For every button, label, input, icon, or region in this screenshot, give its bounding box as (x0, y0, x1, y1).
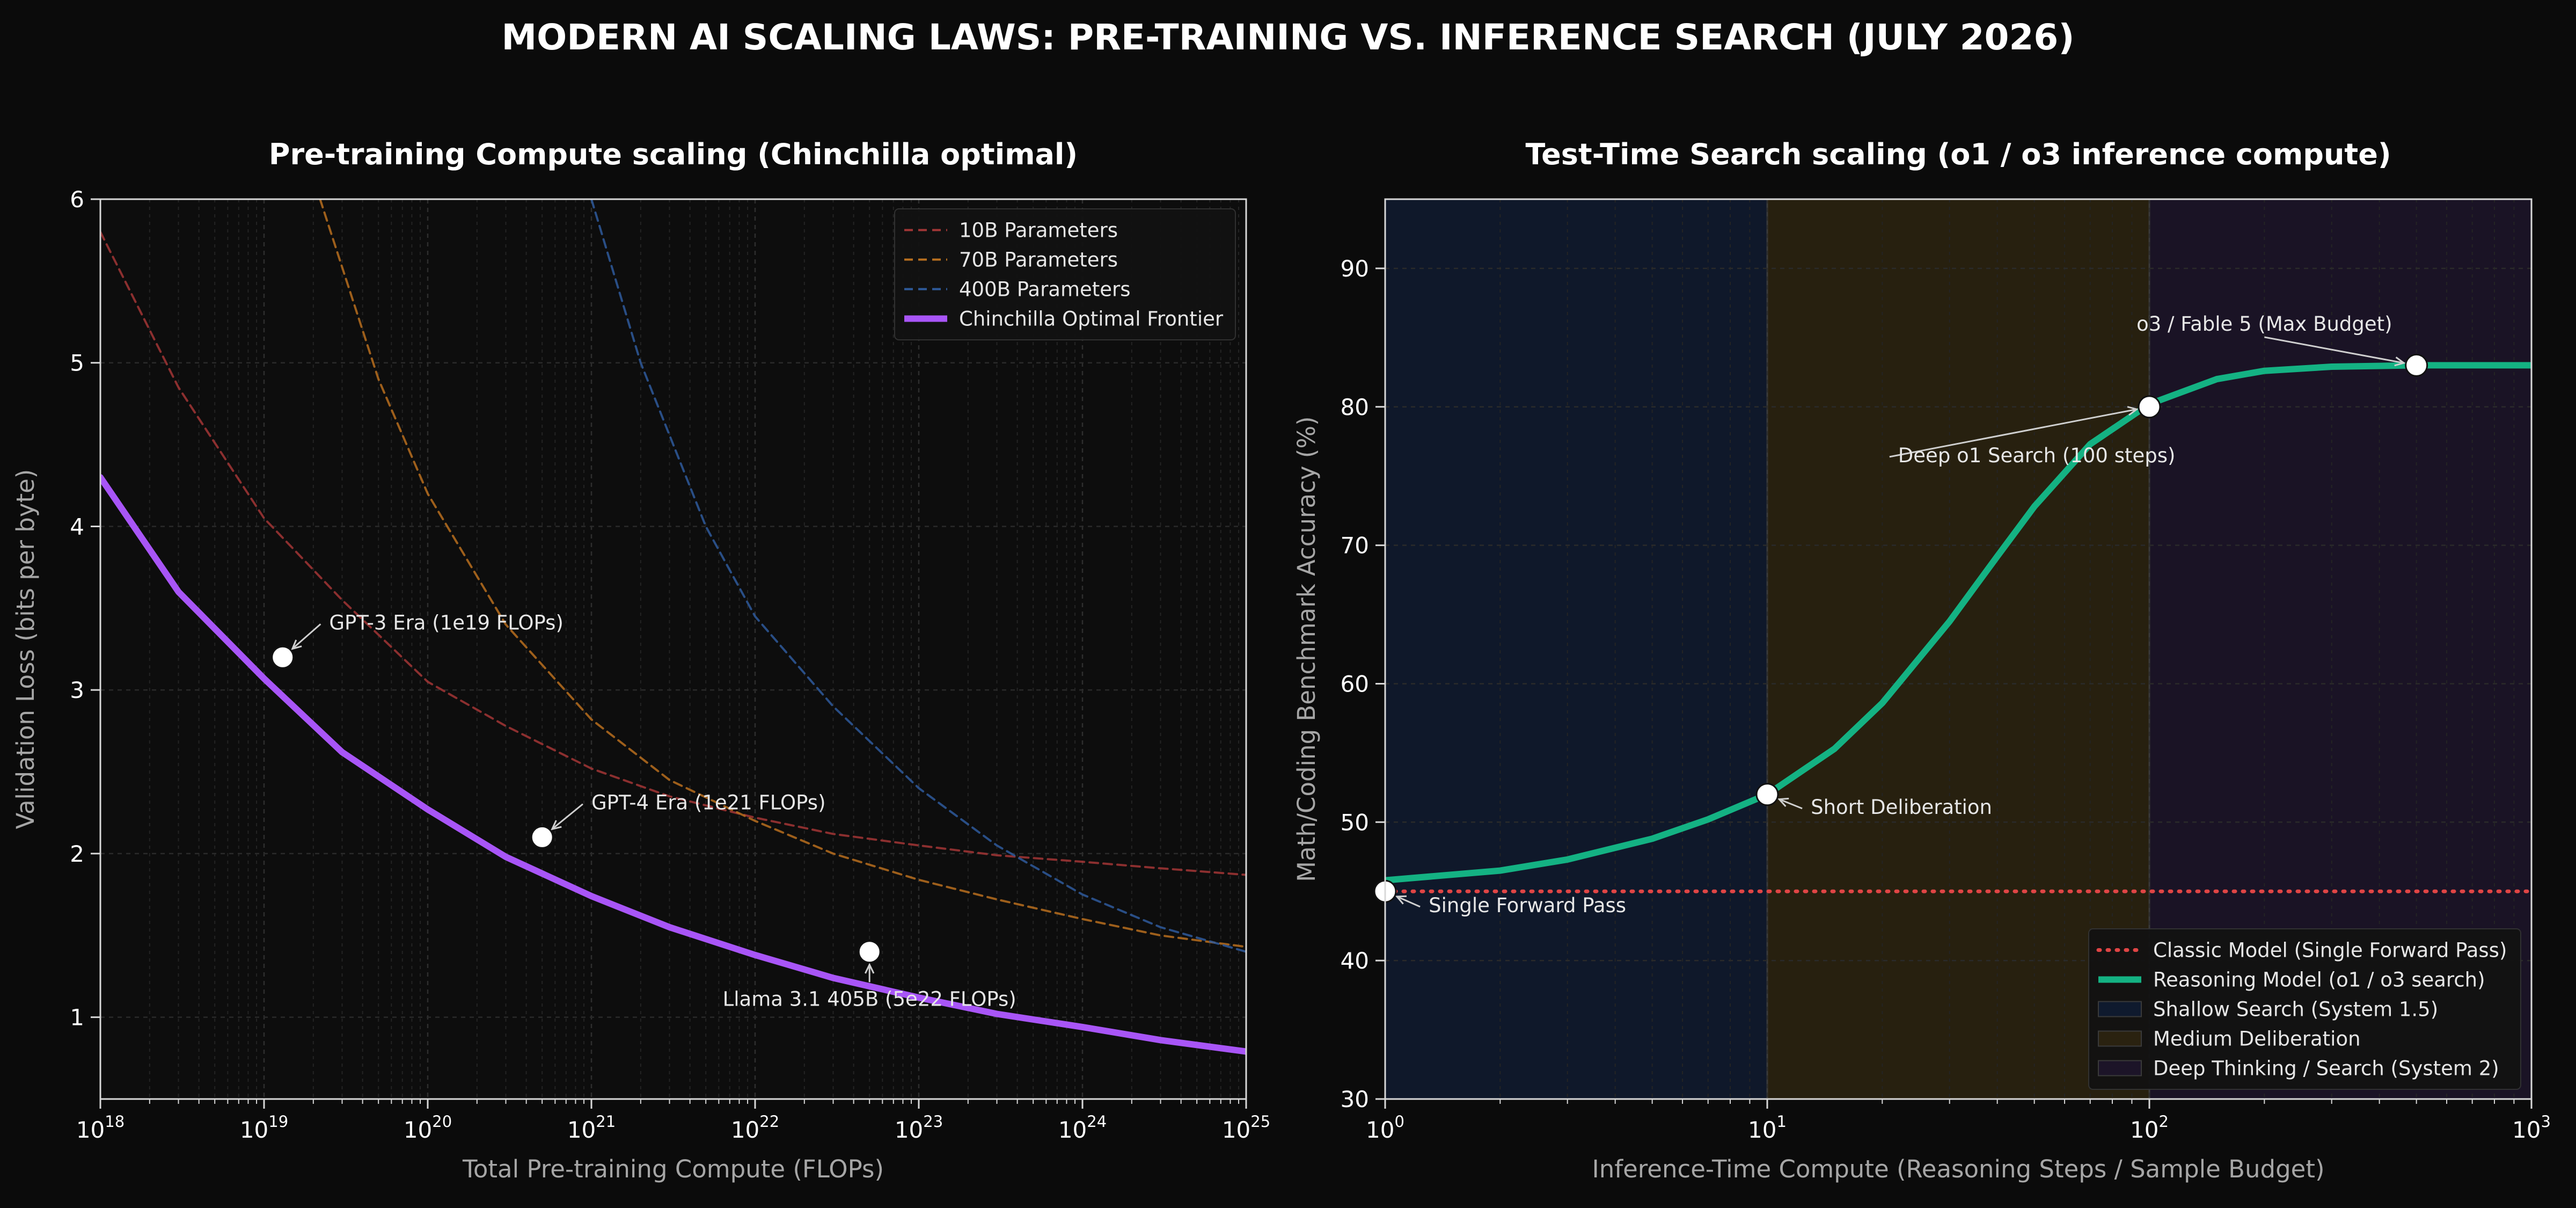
y-tick-label: 60 (1341, 671, 1369, 697)
annotation-arrow (291, 623, 321, 650)
y-axis-label: Math/Coding Benchmark Accuracy (%) (1292, 416, 1321, 882)
legend-label: Shallow Search (System 1.5) (2153, 998, 2438, 1021)
series-line-2 (319, 199, 1246, 948)
annotation-arrowhead (865, 963, 875, 974)
annotation-arrowhead (2127, 406, 2139, 416)
point-label: GPT-3 Era (1e19 FLOPs) (329, 611, 564, 634)
y-tick-label: 80 (1341, 394, 1369, 420)
band-1 (1385, 199, 1767, 1099)
series-line-3 (590, 199, 1246, 953)
annotation-arrow (1779, 798, 1803, 810)
legend-box (894, 208, 1236, 340)
point-marker (2138, 395, 2161, 419)
legend-label: 70B Parameters (959, 249, 1118, 272)
legend: Classic Model (Single Forward Pass) Reaso… (2088, 928, 2521, 1090)
y-tick-label: 50 (1341, 809, 1369, 835)
x-axis-label: Total Pre-training Compute (FLOPs) (462, 1155, 884, 1183)
point-label: Single Forward Pass (1429, 894, 1626, 917)
band-2 (1767, 199, 2149, 1099)
y-tick-label: 1 (70, 1005, 84, 1031)
x-tick-label: 1022 (731, 1112, 779, 1143)
legend-swatch (2098, 1001, 2142, 1017)
y-tick-label: 70 (1341, 533, 1369, 559)
x-tick-label: 100 (1366, 1112, 1404, 1143)
point-label: o3 / Fable 5 (Max Budget) (2136, 312, 2392, 336)
chart-title: Pre-training Compute scaling (Chinchilla… (269, 137, 1078, 171)
y-tick-label: 3 (70, 677, 84, 703)
annotation-arrowhead (2394, 356, 2406, 367)
legend-swatch (2098, 1030, 2142, 1047)
annotation-arrowhead (291, 639, 302, 650)
x-tick-label: 1021 (567, 1112, 616, 1143)
point-marker (858, 940, 881, 964)
point-marker (1755, 783, 1779, 806)
legend-swatch (2098, 1060, 2142, 1076)
chart-panel-1: GPT-3 Era (1e19 FLOPs) GPT-4 Era (1e21 FL… (11, 137, 1270, 1183)
annotation-arrowhead (1777, 797, 1789, 807)
legend: 10B Parameters 70B Parameters 400B Paramet… (894, 208, 1236, 340)
legend-label: Classic Model (Single Forward Pass) (2153, 939, 2507, 962)
annotation-arrow (1396, 896, 1421, 908)
y-tick-label: 4 (70, 513, 84, 540)
x-tick-label: 101 (1748, 1112, 1787, 1143)
legend-label: 400B Parameters (959, 278, 1131, 301)
annotation-arrow (1889, 408, 2137, 458)
point-marker (2405, 353, 2428, 377)
y-axis-label: Validation Loss (bits per byte) (11, 469, 40, 829)
chart-panel-2: Single Forward Pass Short Deliberation Dee… (1292, 137, 2551, 1183)
point-label: Deep o1 Search (100 steps) (1898, 444, 2176, 467)
chart-title: Test-Time Search scaling (o1 / o3 infere… (1525, 137, 2391, 171)
y-tick-label: 30 (1341, 1086, 1369, 1112)
point-marker (530, 825, 554, 849)
series-line-4 (100, 474, 1246, 1055)
y-tick-label: 40 (1341, 948, 1369, 974)
axes-frame (99, 198, 1247, 1100)
x-tick-label: 102 (2130, 1112, 2169, 1143)
x-tick-label: 103 (2512, 1112, 2551, 1143)
legend-label: Medium Deliberation (2153, 1028, 2361, 1051)
annotation-arrowhead (1395, 895, 1407, 905)
point-label: Short Deliberation (1811, 796, 1992, 819)
legend-label: 10B Parameters (959, 219, 1118, 242)
x-tick-label: 1020 (404, 1112, 452, 1143)
legend-label: Deep Thinking / Search (System 2) (2153, 1057, 2499, 1080)
series-line-1 (100, 230, 1246, 876)
x-axis-label: Inference-Time Compute (Reasoning Steps … (1592, 1155, 2324, 1183)
annotation-arrow (551, 803, 583, 830)
x-tick-label: 1023 (895, 1112, 943, 1143)
point-label: Llama 3.1 405B (5e22 FLOPs) (723, 987, 1016, 1010)
x-tick-label: 1018 (76, 1112, 125, 1143)
series-line-2 (1385, 362, 2531, 884)
point-marker (271, 645, 295, 669)
figure-title: MODERN AI SCALING LAWS: PRE-TRAINING VS.… (501, 17, 2074, 58)
y-tick-label: 90 (1341, 256, 1369, 282)
legend-label: Chinchilla Optimal Frontier (959, 308, 1224, 331)
point-label: GPT-4 Era (1e21 FLOPs) (591, 791, 826, 814)
x-tick-label: 1019 (240, 1112, 288, 1143)
y-tick-label: 6 (70, 186, 84, 213)
x-tick-label: 1025 (1222, 1112, 1270, 1143)
legend-label: Reasoning Model (o1 / o3 search) (2153, 969, 2485, 992)
y-tick-label: 5 (70, 350, 84, 376)
plot-area (100, 199, 1246, 1099)
annotation-arrowhead (551, 820, 562, 831)
annotation-arrow (2264, 336, 2404, 364)
y-tick-label: 2 (70, 841, 84, 867)
x-tick-label: 1024 (1058, 1112, 1107, 1143)
axes-frame (1384, 198, 2533, 1100)
legend-box (2088, 928, 2521, 1090)
